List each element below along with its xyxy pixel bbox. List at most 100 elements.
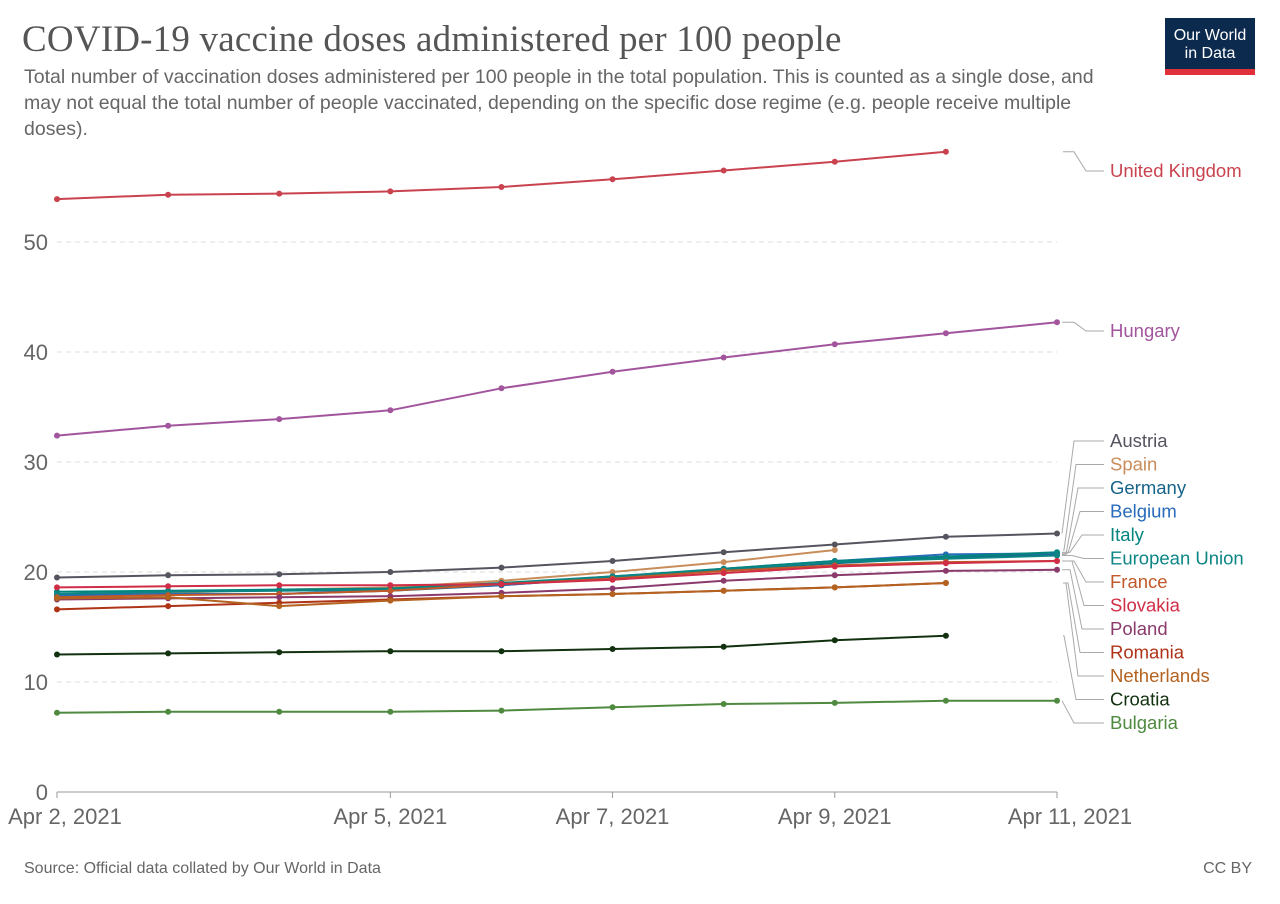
data-point <box>165 583 172 590</box>
series-label: Bulgaria <box>1110 712 1179 733</box>
data-point <box>831 341 838 348</box>
data-point <box>276 594 283 601</box>
series-label: Austria <box>1110 430 1168 451</box>
logo-line-1: Our World <box>1173 27 1247 44</box>
x-tick-label: Apr 7, 2021 <box>556 804 670 829</box>
data-point <box>609 569 616 575</box>
label-connector <box>1062 569 1104 630</box>
data-point <box>387 708 394 715</box>
label-connector <box>1062 560 1104 606</box>
label-connector <box>1062 560 1104 583</box>
x-tick-label: Apr 9, 2021 <box>778 804 892 829</box>
series-label: Romania <box>1110 642 1185 663</box>
data-point <box>276 190 283 197</box>
label-connector <box>1061 440 1104 534</box>
series-label: European Union <box>1110 548 1244 569</box>
owid-logo[interactable]: Our World in Data <box>1165 18 1255 75</box>
data-point <box>609 368 616 375</box>
data-point <box>276 582 283 589</box>
data-point <box>498 707 505 714</box>
data-point <box>720 570 727 577</box>
label-connector <box>1062 487 1104 555</box>
data-point <box>276 603 283 610</box>
data-point <box>387 569 394 575</box>
label-connector <box>1063 582 1104 677</box>
data-point <box>387 188 394 195</box>
data-point <box>831 637 838 644</box>
data-point <box>1054 319 1060 326</box>
data-point <box>942 567 949 574</box>
data-point <box>942 560 949 567</box>
data-point <box>720 587 727 594</box>
license-link[interactable]: CC BY <box>1203 860 1252 877</box>
data-point <box>609 176 616 183</box>
data-point <box>942 533 949 540</box>
data-point <box>387 587 394 594</box>
series-line <box>56 554 1058 595</box>
y-tick-label: 30 <box>24 450 48 475</box>
series-label: Poland <box>1110 618 1168 639</box>
y-tick-label: 50 <box>24 230 48 255</box>
x-tick-label: Apr 2, 2021 <box>8 804 122 829</box>
data-point <box>387 648 394 655</box>
data-point <box>609 646 616 652</box>
label-connector <box>1062 534 1104 553</box>
data-point <box>609 704 616 711</box>
data-point <box>942 580 949 586</box>
data-point <box>720 559 727 566</box>
data-point <box>609 585 616 592</box>
data-point <box>498 184 505 190</box>
data-point <box>498 385 505 392</box>
data-point <box>1054 697 1060 704</box>
data-point <box>387 407 394 414</box>
data-point <box>54 584 60 591</box>
series-label: France <box>1110 571 1168 592</box>
data-point <box>831 699 838 706</box>
data-point <box>276 571 283 578</box>
data-point <box>54 196 60 203</box>
series-line <box>56 532 1058 579</box>
x-tick-label: Apr 11, 2021 <box>1008 804 1132 829</box>
data-point <box>942 330 949 337</box>
data-point <box>609 591 616 597</box>
data-point <box>609 576 616 583</box>
series-label: Spain <box>1110 454 1157 475</box>
data-point <box>165 191 172 198</box>
data-point <box>54 709 60 716</box>
chart-subtitle: Total number of vaccination doses admini… <box>24 66 1094 140</box>
data-point <box>720 577 727 584</box>
series-label: Slovakia <box>1110 595 1181 616</box>
series-line <box>56 321 1058 437</box>
label-connector <box>1063 582 1104 653</box>
data-point <box>54 574 60 581</box>
data-point <box>165 572 172 579</box>
data-point <box>720 643 727 650</box>
data-point <box>1054 530 1060 537</box>
data-point <box>831 158 838 165</box>
series-label: Croatia <box>1110 689 1170 710</box>
data-point <box>942 697 949 704</box>
data-point <box>165 603 172 610</box>
data-point <box>720 701 727 707</box>
label-connector <box>1063 464 1104 551</box>
label-connector <box>1062 555 1104 559</box>
data-point <box>54 595 60 602</box>
label-connector <box>1063 635 1104 700</box>
data-point <box>831 541 838 548</box>
data-point <box>942 148 949 155</box>
data-point <box>387 597 394 604</box>
data-point <box>498 648 505 655</box>
series-label: Germany <box>1110 477 1187 498</box>
data-point <box>720 549 727 556</box>
logo-line-2: in Data <box>1184 45 1236 62</box>
y-tick-label: 40 <box>24 340 48 365</box>
series-line <box>56 699 1057 714</box>
data-point <box>276 708 283 715</box>
data-point <box>498 581 505 588</box>
data-point <box>165 594 172 601</box>
data-point <box>609 558 616 564</box>
chart-title: COVID-19 vaccine doses administered per … <box>22 19 842 60</box>
data-point <box>498 564 505 571</box>
data-point <box>387 582 394 589</box>
